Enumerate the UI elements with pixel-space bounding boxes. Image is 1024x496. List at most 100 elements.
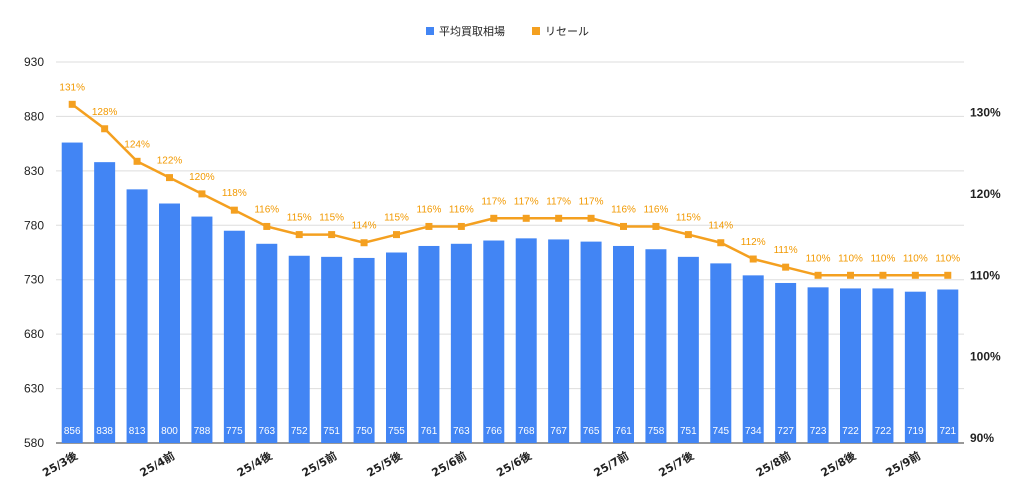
- line-series: [68, 100, 952, 279]
- line-value-label: 116%: [254, 204, 279, 215]
- line-point: [847, 271, 854, 279]
- bar: [386, 252, 407, 443]
- line-point: [684, 231, 692, 239]
- bar-value-label: 758: [648, 426, 665, 437]
- line-value-label: 110%: [935, 253, 960, 264]
- line-value-label: 116%: [611, 204, 636, 215]
- bar-value-labels: 856 838 813 800 788 775 763 752 751 750 755 761 763 7…: [64, 426, 957, 437]
- y2-tick-label: 120%: [970, 187, 1001, 201]
- line-value-label: 115%: [384, 213, 409, 224]
- x-tick-label: 25/5前: [299, 448, 339, 479]
- line-value-label: 115%: [676, 213, 701, 224]
- line-value-label: 110%: [806, 253, 831, 264]
- line-point: [295, 231, 303, 239]
- bar-value-label: 813: [129, 426, 146, 437]
- bar: [937, 289, 959, 443]
- y-axis-right: 90% 100% 110% 120% 130%: [970, 105, 1001, 445]
- line-value-label: 116%: [417, 204, 442, 215]
- bar: [223, 230, 245, 443]
- x-tick-label: 25/4後: [234, 448, 275, 480]
- y2-tick-label: 90%: [970, 431, 994, 445]
- line-point: [457, 222, 465, 230]
- line-value-label: 116%: [449, 204, 474, 215]
- y-tick-label: 630: [24, 382, 44, 396]
- bar-value-label: 751: [680, 426, 697, 437]
- line-value-label: 111%: [774, 245, 798, 256]
- line-value-label: 118%: [222, 188, 247, 199]
- bar-value-label: 722: [842, 426, 859, 437]
- y-tick-label: 680: [24, 327, 44, 341]
- bar: [548, 239, 570, 443]
- line-point: [620, 222, 627, 230]
- line-point: [360, 239, 368, 247]
- line-point: [425, 222, 433, 230]
- bar-value-label: 721: [939, 426, 956, 437]
- bar: [159, 203, 180, 443]
- line-point: [263, 222, 271, 230]
- legend-label: 平均買取相場: [439, 25, 505, 38]
- line-value-label: 117%: [514, 196, 539, 207]
- bar-value-label: 763: [453, 426, 470, 437]
- line-value-label: 117%: [481, 196, 506, 207]
- line-value-labels: 131% 128% 124% 122% 120% 118% 116% 115% 115% 114%…: [59, 82, 960, 264]
- bar: [515, 238, 537, 443]
- resale-line: [71, 103, 948, 277]
- bar: [677, 256, 699, 443]
- bar-value-label: 719: [907, 426, 924, 437]
- line-value-label: 117%: [546, 196, 571, 207]
- bar-value-label: 752: [291, 426, 308, 437]
- bar-value-label: 800: [161, 426, 178, 437]
- line-value-label: 128%: [92, 107, 118, 118]
- bar: [191, 216, 213, 443]
- line-point: [944, 271, 952, 279]
- legend-swatch: [532, 27, 540, 35]
- bar-value-label: 767: [550, 426, 567, 437]
- line-value-label: 115%: [287, 213, 312, 224]
- bar: [872, 288, 894, 443]
- x-tick-label: 25/9前: [883, 448, 923, 479]
- line-value-label: 115%: [319, 213, 344, 224]
- line-value-label: 110%: [871, 253, 896, 264]
- bar-value-label: 775: [226, 426, 243, 437]
- line-value-label: 131%: [59, 82, 85, 93]
- line-value-label: 110%: [838, 253, 863, 264]
- bar: [807, 287, 829, 443]
- bar-value-label: 765: [583, 426, 600, 437]
- bar: [904, 291, 926, 443]
- y-tick-label: 580: [24, 436, 44, 450]
- bar-value-label: 723: [810, 426, 827, 437]
- x-tick-label: 25/6前: [429, 448, 469, 479]
- bar: [613, 245, 634, 443]
- line-point: [814, 271, 822, 279]
- line-point: [133, 157, 141, 165]
- line-point: [328, 231, 336, 239]
- line-point: [911, 271, 919, 279]
- legend: 平均買取相場 リセール: [426, 25, 589, 38]
- y2-tick-label: 110%: [970, 268, 1000, 282]
- line-point: [166, 174, 173, 182]
- bar-value-label: 763: [258, 426, 275, 437]
- line-value-label: 114%: [708, 221, 733, 232]
- bar: [94, 162, 116, 444]
- line-value-label: 116%: [644, 204, 669, 215]
- x-tick-label: 25/5後: [364, 448, 405, 480]
- line-point: [198, 190, 206, 198]
- line-point: [782, 263, 790, 271]
- bar-value-label: 755: [388, 426, 405, 437]
- x-tick-label: 25/8後: [818, 448, 859, 480]
- x-tick-label: 25/7前: [591, 448, 631, 479]
- y-tick-label: 930: [24, 55, 44, 69]
- y-tick-label: 730: [24, 273, 44, 287]
- bar: [645, 249, 667, 443]
- line-value-label: 120%: [189, 172, 215, 183]
- y-tick-label: 830: [24, 164, 44, 178]
- bar-value-label: 727: [777, 426, 794, 437]
- bar-value-label: 761: [421, 426, 438, 437]
- line-point: [879, 271, 887, 279]
- bar-value-label: 838: [96, 426, 113, 437]
- y2-tick-label: 130%: [970, 105, 1001, 119]
- bar-value-label: 750: [356, 426, 373, 437]
- line-point: [555, 214, 563, 222]
- line-point: [522, 214, 530, 222]
- line-value-label: 124%: [124, 139, 150, 150]
